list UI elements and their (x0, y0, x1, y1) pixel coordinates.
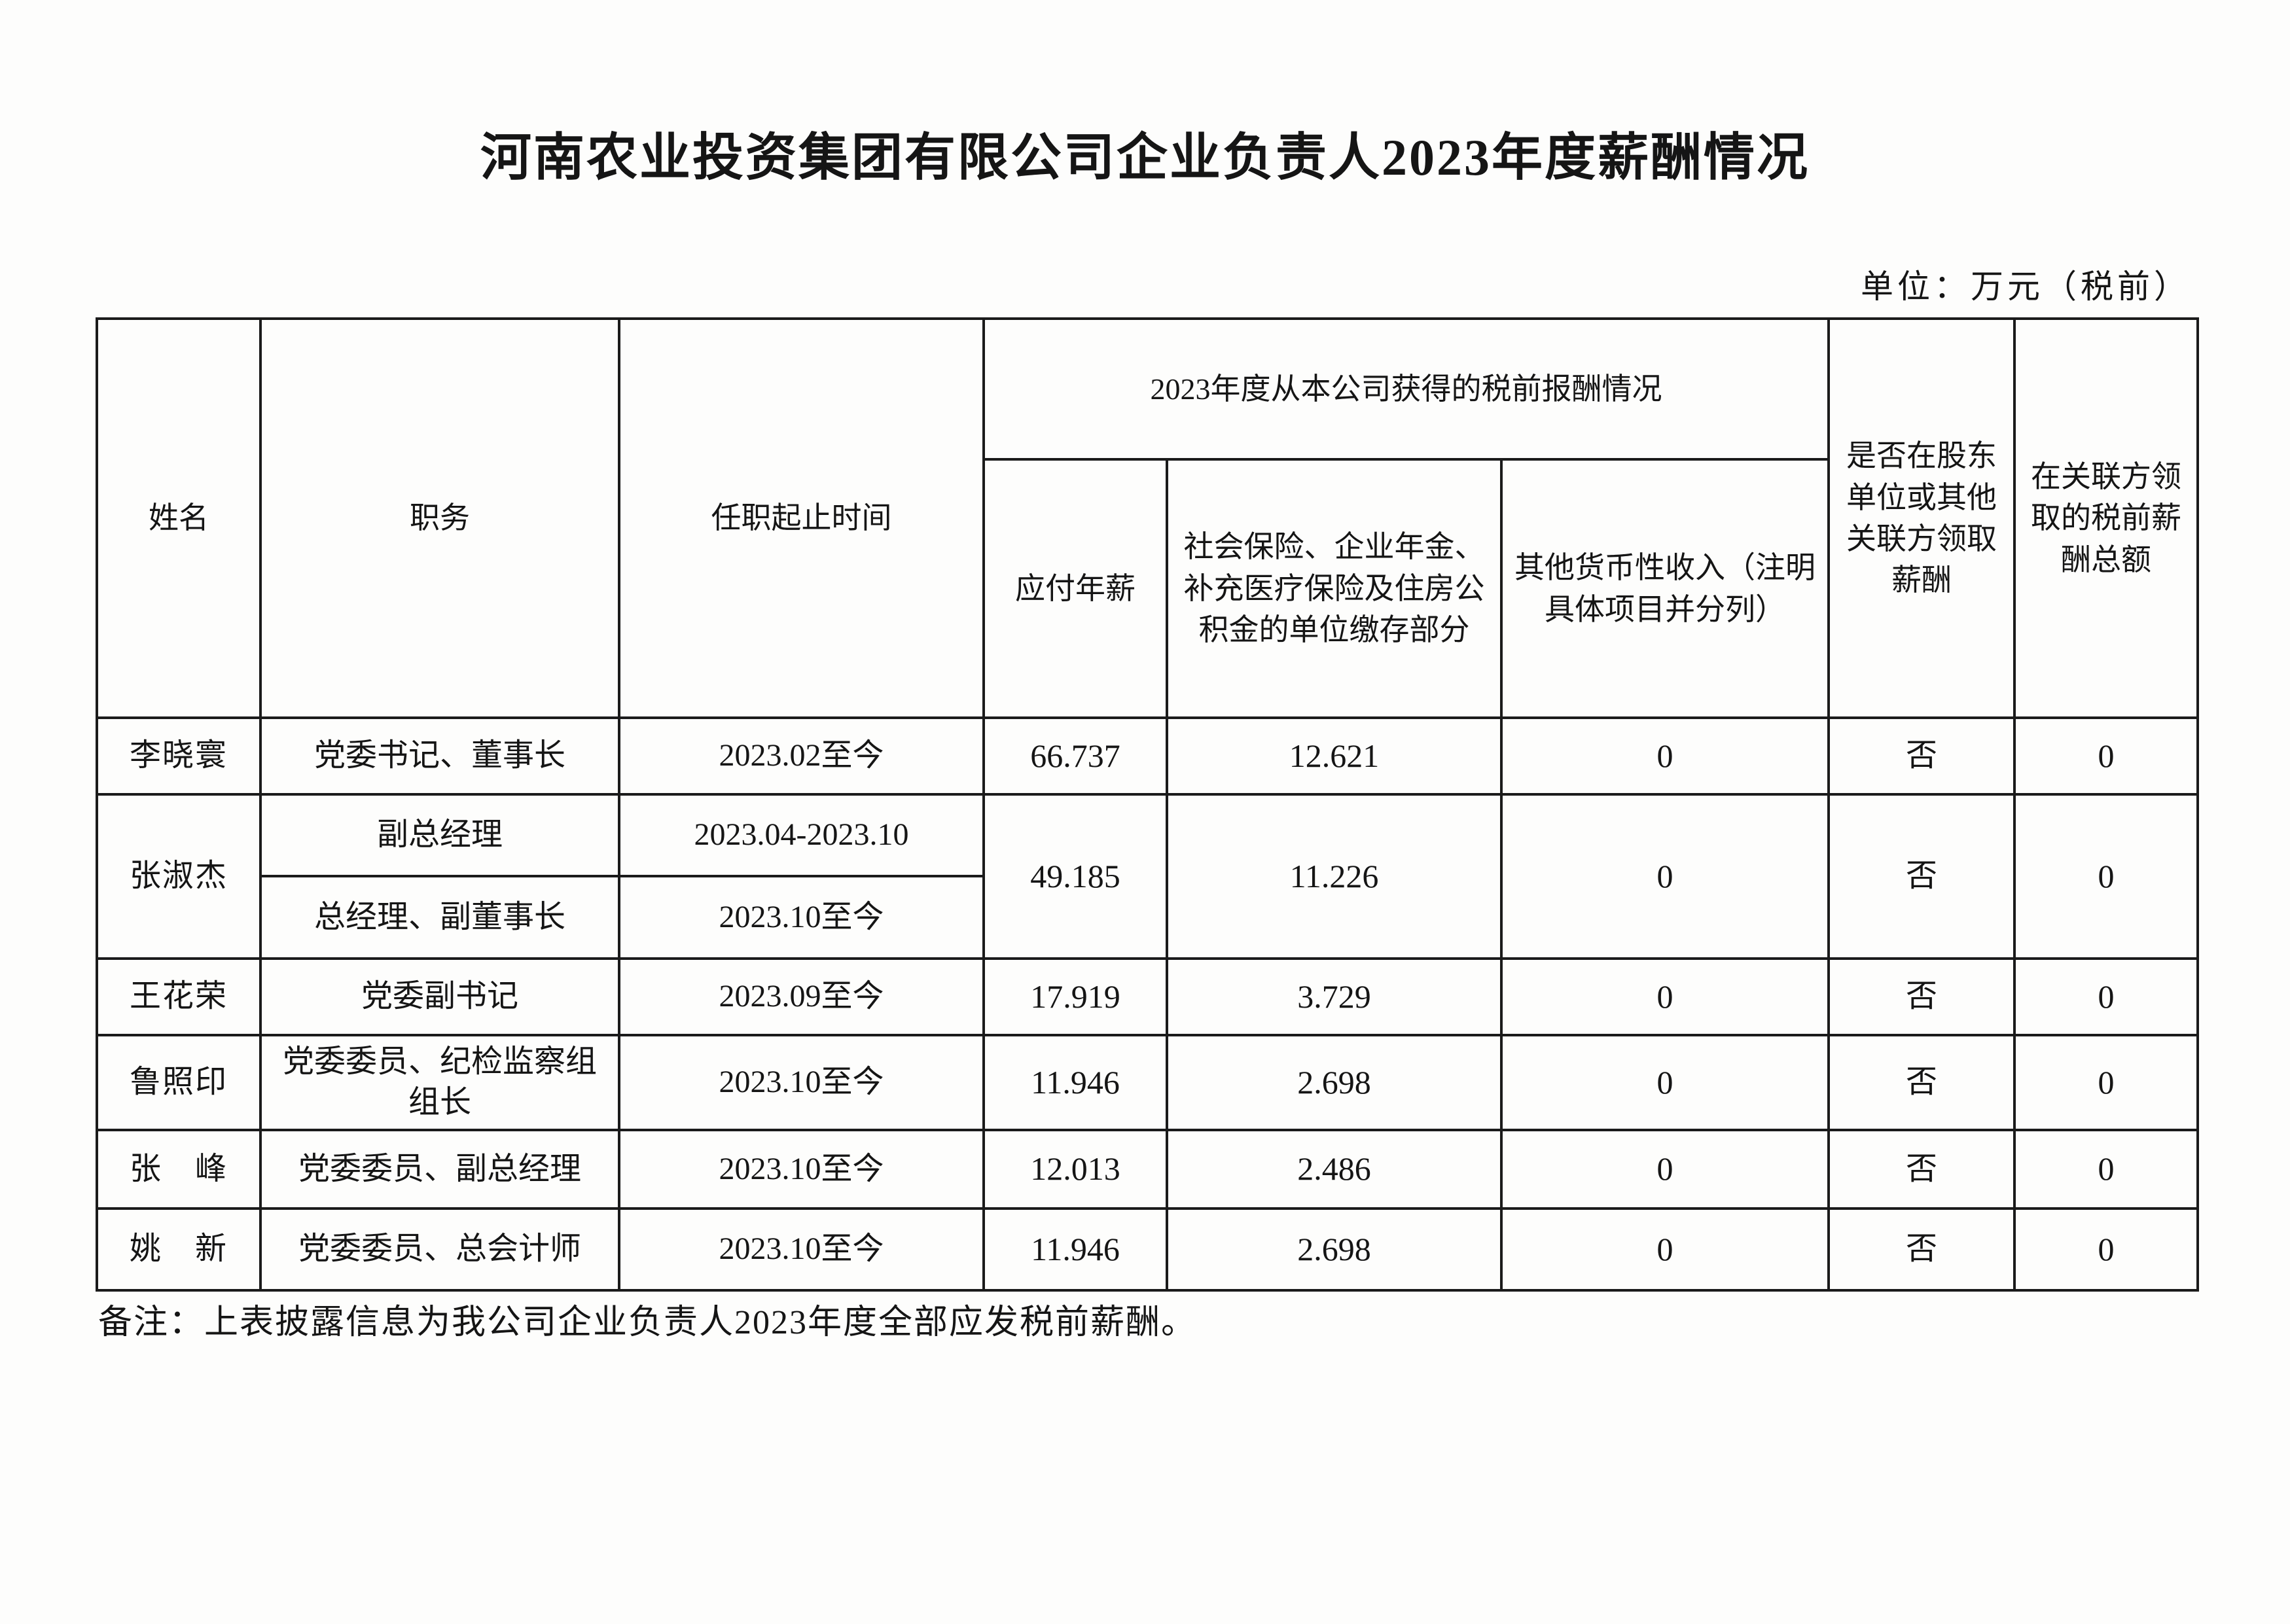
cell-annual-salary: 49.185 (982, 793, 1168, 960)
cell-other-income: 0 (1499, 1128, 1831, 1210)
header-related-party-flag: 是否在股东单位或其他关联方领取薪酬 (1827, 317, 2016, 719)
header-compensation-group: 2023年度从本公司获得的税前报酬情况 (982, 317, 1831, 461)
cell-related-party-total: 0 (2013, 793, 2200, 960)
footnote: 备注：上表披露信息为我公司企业负责人2023年度全部应发税前薪酬。 (98, 1304, 1197, 1341)
cell-term: 2023.04-2023.10 (618, 793, 985, 877)
cell-position: 党委委员、纪检监察组组长 (259, 1034, 620, 1131)
cell-social-insurance: 2.698 (1166, 1207, 1503, 1292)
cell-name: 鲁照印 (96, 1034, 262, 1131)
table-row: 总经理、副董事长 2023.10至今 (97, 875, 2198, 960)
cell-other-income: 0 (1499, 1207, 1831, 1292)
cell-term: 2023.02至今 (618, 716, 985, 796)
cell-annual-salary: 11.946 (982, 1034, 1168, 1131)
cell-position: 党委书记、董事长 (259, 716, 620, 796)
cell-social-insurance: 3.729 (1166, 957, 1503, 1036)
header-annual-salary: 应付年薪 (982, 458, 1168, 719)
cell-other-income: 0 (1499, 1034, 1831, 1131)
cell-related-party-flag: 否 (1827, 1034, 2016, 1131)
cell-annual-salary: 17.919 (982, 957, 1168, 1036)
cell-related-party-total: 0 (2013, 716, 2200, 796)
header-row-top: 姓名 职务 任职起止时间 2023年度从本公司获得的税前报酬情况 是否在股东单位… (96, 317, 2200, 719)
table-row: 王花荣 党委副书记 2023.09至今 17.919 3.729 0 否 0 (96, 957, 2200, 1036)
cell-term: 2023.10至今 (618, 1207, 985, 1292)
cell-other-income: 0 (1499, 716, 1831, 796)
cell-related-party-total: 0 (2013, 1034, 2200, 1131)
cell-social-insurance: 2.698 (1166, 1034, 1503, 1131)
cell-name: 王花荣 (96, 957, 262, 1036)
header-name: 姓名 (96, 317, 262, 719)
header-row-sub: 应付年薪 社会保险、企业年金、补充医疗保险及住房公积金的单位缴存部分 其他货币性… (97, 458, 2198, 719)
page-title: 河南农业投资集团有限公司企业负责人2023年度薪酬情况 (480, 129, 1810, 186)
cell-position: 党委委员、总会计师 (259, 1207, 620, 1292)
cell-name: 姚 新 (96, 1207, 262, 1292)
header-other-income: 其他货币性收入（注明具体项目并分列） (1499, 458, 1831, 719)
cell-related-party-flag: 否 (1827, 793, 2016, 960)
cell-term: 2023.10至今 (618, 1034, 985, 1131)
header-position: 职务 (259, 317, 620, 719)
cell-related-party-total: 0 (2013, 1207, 2200, 1292)
cell-position: 党委委员、副总经理 (259, 1128, 620, 1210)
cell-term: 2023.10至今 (618, 875, 985, 960)
cell-term: 2023.10至今 (618, 1128, 985, 1210)
header-related-party-total: 在关联方领取的税前薪酬总额 (2013, 317, 2200, 719)
salary-table: 姓名 职务 任职起止时间 2023年度从本公司获得的税前报酬情况 是否在股东单位… (96, 317, 2200, 1292)
cell-related-party-flag: 否 (1827, 1207, 2016, 1292)
cell-related-party-flag: 否 (1827, 716, 2016, 796)
header-term: 任职起止时间 (618, 317, 985, 719)
cell-social-insurance: 12.621 (1166, 716, 1503, 796)
cell-term: 2023.09至今 (618, 957, 985, 1036)
table-row: 张淑杰 副总经理 2023.04-2023.10 49.185 11.226 0… (96, 793, 2200, 960)
cell-annual-salary: 66.737 (982, 716, 1168, 796)
cell-related-party-flag: 否 (1827, 1128, 2016, 1210)
cell-related-party-flag: 否 (1827, 957, 2016, 1036)
cell-other-income: 0 (1499, 957, 1831, 1036)
cell-position: 总经理、副董事长 (259, 875, 620, 960)
cell-annual-salary: 11.946 (982, 1207, 1168, 1292)
cell-social-insurance: 11.226 (1166, 793, 1503, 960)
cell-related-party-total: 0 (2013, 1128, 2200, 1210)
cell-name: 张 峰 (96, 1128, 262, 1210)
cell-related-party-total: 0 (2013, 957, 2200, 1036)
header-social-insurance: 社会保险、企业年金、补充医疗保险及住房公积金的单位缴存部分 (1166, 458, 1503, 719)
table-row: 张 峰 党委委员、副总经理 2023.10至今 12.013 2.486 0 否… (96, 1128, 2200, 1210)
cell-annual-salary: 12.013 (982, 1128, 1168, 1210)
cell-social-insurance: 2.486 (1166, 1128, 1503, 1210)
cell-position: 党委副书记 (259, 957, 620, 1036)
table-row: 鲁照印 党委委员、纪检监察组组长 2023.10至今 11.946 2.698 … (96, 1034, 2200, 1131)
cell-other-income: 0 (1499, 793, 1831, 960)
table-row: 姚 新 党委委员、总会计师 2023.10至今 11.946 2.698 0 否… (96, 1207, 2200, 1292)
cell-position: 副总经理 (259, 793, 620, 877)
unit-note: 单位：万元（税前） (1861, 268, 2191, 305)
cell-name: 李晓寰 (96, 716, 262, 796)
table-row: 李晓寰 党委书记、董事长 2023.02至今 66.737 12.621 0 否… (96, 716, 2200, 796)
cell-name: 张淑杰 (96, 793, 262, 960)
